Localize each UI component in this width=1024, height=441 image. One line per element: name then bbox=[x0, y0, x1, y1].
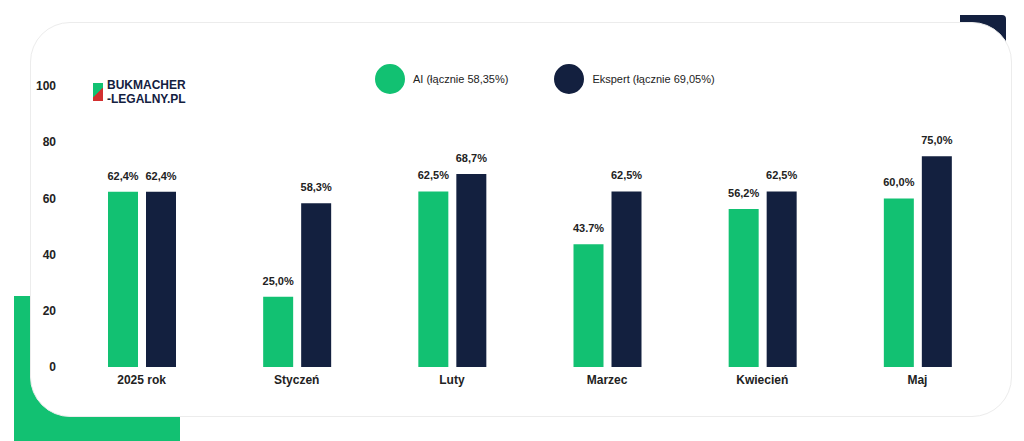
svg-text:40: 40 bbox=[43, 248, 57, 262]
svg-text:60,0%: 60,0% bbox=[883, 176, 914, 188]
svg-text:Luty: Luty bbox=[439, 373, 465, 387]
svg-text:25,0%: 25,0% bbox=[263, 275, 294, 287]
html-text:AI (łącznie 58,35%): AI (łącznie 58,35%) bbox=[413, 73, 509, 85]
svg-text:75,0%: 75,0% bbox=[921, 134, 952, 146]
svg-text:62,4%: 62,4% bbox=[145, 170, 176, 182]
svg-text:2025 rok: 2025 rok bbox=[117, 373, 166, 387]
svg-text:68,7%: 68,7% bbox=[456, 152, 487, 164]
svg-text:62,5%: 62,5% bbox=[611, 169, 642, 181]
html-text:-LEGALNY.PL: -LEGALNY.PL bbox=[107, 92, 186, 106]
svg-text:62,5%: 62,5% bbox=[766, 169, 797, 181]
svg-text:80: 80 bbox=[43, 135, 57, 149]
svg-text:Marzec: Marzec bbox=[587, 373, 628, 387]
svg-text:0: 0 bbox=[49, 360, 56, 374]
html-text:Ekspert (łącznie 69,05%): Ekspert (łącznie 69,05%) bbox=[592, 73, 715, 85]
svg-text:Styczeń: Styczeń bbox=[274, 373, 319, 387]
svg-text:100: 100 bbox=[36, 79, 56, 93]
svg-text:62,5%: 62,5% bbox=[418, 169, 449, 181]
svg-text:Kwiecień: Kwiecień bbox=[736, 373, 788, 387]
svg-text:20: 20 bbox=[43, 304, 57, 318]
html-text:BUKMACHER: BUKMACHER bbox=[107, 78, 186, 92]
svg-text:58,3%: 58,3% bbox=[301, 181, 332, 193]
svg-text:60: 60 bbox=[43, 192, 57, 206]
svg-text:43.7%: 43.7% bbox=[573, 222, 604, 234]
svg-text:56,2%: 56,2% bbox=[728, 187, 759, 199]
svg-text:Maj: Maj bbox=[907, 373, 927, 387]
svg-text:62,4%: 62,4% bbox=[107, 170, 138, 182]
